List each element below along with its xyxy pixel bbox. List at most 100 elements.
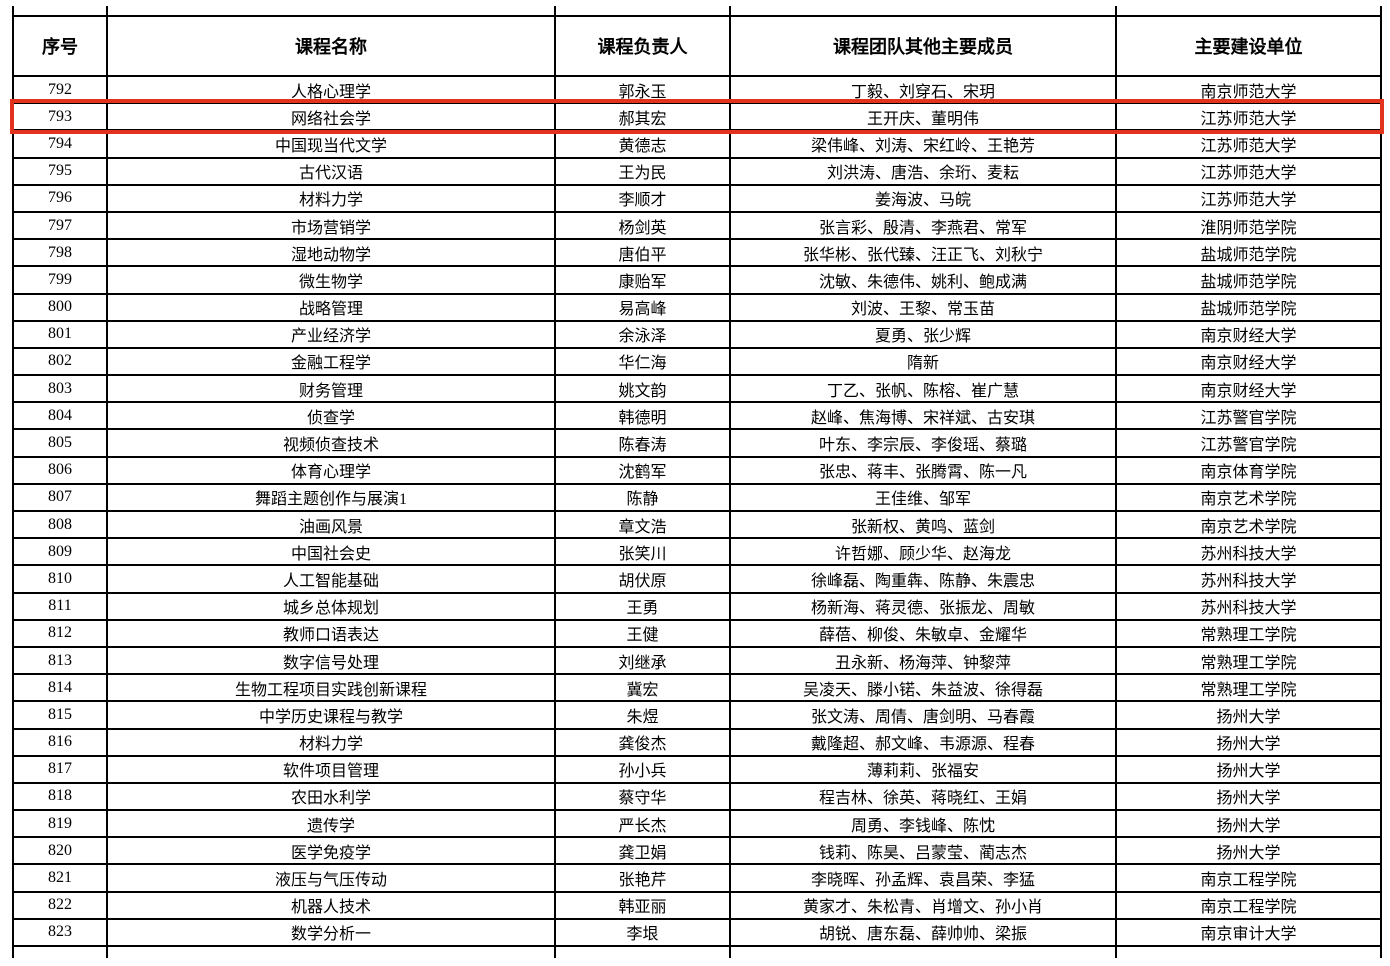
course-name-cell: 油画风景 [106,509,556,540]
course-name-cell: 湿地动物学 [106,238,556,268]
members-cell: 夏勇、张少辉 [729,319,1117,349]
table-row: 816 材料力学 龚俊杰 戴隆超、郝文峰、韦源源、程春 扬州大学 [12,727,1382,757]
unit-cell: 江苏师范大学 [1115,102,1382,132]
serial-cell: 796 [12,183,108,213]
members-cell: 叶东、李宗辰、李俊瑶、蔡璐 [729,428,1117,458]
members-cell: 丁乙、张帆、陈榕、崔广慧 [729,374,1117,404]
course-name-cell: 体育心理学 [106,455,556,485]
course-name-cell: 城乡总体规划 [106,591,556,621]
table-row: 822 机器人技术 韩亚丽 黄家才、朱松青、肖增文、孙小肖 南京工程学院 [12,890,1382,920]
serial-cell: 809 [12,537,108,567]
serial-cell: 803 [12,374,108,404]
leader-cell: 余泳泽 [554,319,731,349]
grid-line-stub [729,947,731,958]
members-cell: 薛蓓、柳俊、朱敏卓、金耀华 [729,618,1117,648]
table-row: 815 中学历史课程与教学 朱煜 张文涛、周倩、唐剑明、马春霞 扬州大学 [12,700,1382,730]
course-name-cell: 医学免疫学 [106,836,556,866]
leader-cell: 陈静 [554,482,731,513]
serial-cell: 805 [12,428,108,458]
serial-cell: 804 [12,401,108,431]
header-course-name: 课程名称 [106,15,556,77]
table-body: 792 人格心理学 郭永玉 丁毅、刘穿石、宋玥 南京师范大学 793 网络社会学 郝其宏 王开庆… [12,74,1382,948]
serial-cell: 797 [12,210,108,241]
unit-cell: 苏州科技大学 [1115,564,1382,594]
members-cell: 张新权、黄鸣、蓝剑 [729,509,1117,540]
course-name-cell: 材料力学 [106,183,556,213]
unit-cell: 南京工程学院 [1115,890,1382,920]
serial-cell: 802 [12,346,108,377]
table-row: 818 农田水利学 蔡守华 程吉林、徐英、蒋晓红、王娟 扬州大学 [12,781,1382,812]
unit-cell: 常熟理工学院 [1115,673,1382,703]
leader-cell: 姚文韵 [554,374,731,404]
members-cell: 刘洪涛、唐浩、余珩、麦耘 [729,156,1117,186]
members-cell: 徐峰磊、陶重犇、陈静、朱震忠 [729,564,1117,594]
members-cell: 薄莉莉、张福安 [729,754,1117,784]
table-row: 819 遗传学 严长杰 周勇、李钱峰、陈忱 扬州大学 [12,809,1382,839]
unit-cell: 扬州大学 [1115,809,1382,839]
leader-cell: 郭永玉 [554,74,731,105]
unit-cell: 南京艺术学院 [1115,482,1382,513]
unit-cell: 南京财经大学 [1115,374,1382,404]
serial-cell: 823 [12,917,108,948]
serial-cell: 792 [12,74,108,105]
members-cell: 周勇、李钱峰、陈忱 [729,809,1117,839]
table-row: 792 人格心理学 郭永玉 丁毅、刘穿石、宋玥 南京师范大学 [12,74,1382,105]
leader-cell: 王为民 [554,156,731,186]
table-row: 810 人工智能基础 胡伏原 徐峰磊、陶重犇、陈静、朱震忠 苏州科技大学 [12,564,1382,594]
members-cell: 许哲娜、顾少华、赵海龙 [729,537,1117,567]
members-cell: 胡锐、唐东磊、薛帅帅、梁振 [729,917,1117,948]
grid-line-stub [12,6,14,15]
leader-cell: 龚卫娟 [554,836,731,866]
grid-line-stub [729,6,731,15]
serial-cell: 793 [12,102,108,132]
course-name-cell: 数学分析一 [106,917,556,948]
leader-cell: 沈鹤军 [554,455,731,485]
course-name-cell: 网络社会学 [106,102,556,132]
table-row: 794 中国现当代文学 黄德志 梁伟峰、刘涛、宋红岭、王艳芳 江苏师范大学 [12,129,1382,159]
serial-cell: 800 [12,292,108,322]
members-cell: 张文涛、周倩、唐剑明、马春霞 [729,700,1117,730]
course-name-cell: 中国现当代文学 [106,129,556,159]
leader-cell: 康贻军 [554,265,731,295]
course-name-cell: 人工智能基础 [106,564,556,594]
course-name-cell: 材料力学 [106,727,556,757]
members-cell: 吴凌天、滕小锘、朱益波、徐得磊 [729,673,1117,703]
table-row: 799 微生物学 康贻军 沈敏、朱德伟、姚利、鲍成满 盐城师范学院 [12,265,1382,295]
members-cell: 杨新海、蒋灵德、张振龙、周敏 [729,591,1117,621]
members-cell: 李晓晖、孙孟辉、袁昌荣、李猛 [729,863,1117,893]
members-cell: 程吉林、徐英、蒋晓红、王娟 [729,781,1117,812]
members-cell: 钱莉、陈昊、吕蒙莹、蔺志杰 [729,836,1117,866]
serial-cell: 795 [12,156,108,186]
members-cell: 王佳维、邹军 [729,482,1117,513]
table-row: 812 教师口语表达 王健 薛蓓、柳俊、朱敏卓、金耀华 常熟理工学院 [12,618,1382,648]
members-cell: 隋新 [729,346,1117,377]
leader-cell: 章文浩 [554,509,731,540]
members-cell: 赵峰、焦海博、宋祥斌、古安琪 [729,401,1117,431]
course-name-cell: 教师口语表达 [106,618,556,648]
course-name-cell: 市场营销学 [106,210,556,241]
serial-cell: 819 [12,809,108,839]
serial-cell: 801 [12,319,108,349]
course-name-cell: 视频侦查技术 [106,428,556,458]
members-cell: 黄家才、朱松青、肖增文、孙小肖 [729,890,1117,920]
unit-cell: 南京财经大学 [1115,319,1382,349]
members-cell: 丑永新、杨海萍、钟黎萍 [729,645,1117,676]
leader-cell: 王健 [554,618,731,648]
leader-cell: 唐伯平 [554,238,731,268]
unit-cell: 淮阴师范学院 [1115,210,1382,241]
serial-cell: 798 [12,238,108,268]
table-row: 808 油画风景 章文浩 张新权、黄鸣、蓝剑 南京艺术学院 [12,509,1382,540]
serial-cell: 794 [12,129,108,159]
unit-cell: 扬州大学 [1115,781,1382,812]
members-cell: 王开庆、董明伟 [729,102,1117,132]
members-cell: 沈敏、朱德伟、姚利、鲍成满 [729,265,1117,295]
leader-cell: 陈春涛 [554,428,731,458]
leader-cell: 杨剑英 [554,210,731,241]
grid-line-stub [1380,6,1382,15]
course-name-cell: 中国社会史 [106,537,556,567]
members-cell: 戴隆超、郝文峰、韦源源、程春 [729,727,1117,757]
unit-cell: 南京财经大学 [1115,346,1382,377]
leader-cell: 李顺才 [554,183,731,213]
course-name-cell: 侦查学 [106,401,556,431]
